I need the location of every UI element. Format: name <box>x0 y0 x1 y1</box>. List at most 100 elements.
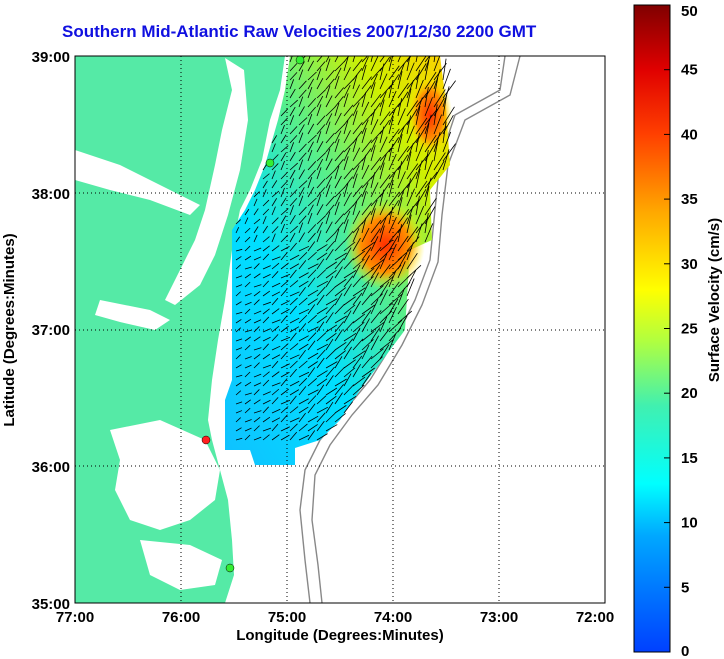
velocity-arrow <box>343 296 356 306</box>
velocity-arrow <box>316 104 322 117</box>
velocity-arrow <box>262 189 267 198</box>
velocity-arrow <box>307 263 319 270</box>
velocity-arrow <box>271 143 276 153</box>
velocity-arrow <box>397 154 409 171</box>
velocity-arrow <box>307 389 319 396</box>
velocity-arrow <box>253 353 261 360</box>
velocity-arrow <box>298 132 304 144</box>
velocity-arrow <box>424 97 433 117</box>
velocity-arrow <box>289 332 297 342</box>
velocity-arrow <box>325 241 335 252</box>
velocity-arrow <box>415 180 428 198</box>
map-title: Southern Mid-Atlantic Raw Velocities 200… <box>62 22 537 41</box>
velocity-arrow <box>316 252 328 261</box>
velocity-arrow <box>415 205 425 225</box>
velocity-arrow <box>316 158 324 171</box>
velocity-arrow <box>298 206 307 216</box>
velocity-arrow <box>244 371 251 378</box>
velocity-arrow <box>388 171 396 189</box>
velocity-arrow <box>343 183 349 198</box>
velocity-arrow <box>280 273 291 279</box>
velocity-arrow <box>415 105 421 126</box>
velocity-arrow <box>289 151 296 162</box>
velocity-arrow <box>424 60 430 81</box>
velocity-arrow <box>325 412 336 423</box>
velocity-arrow <box>271 360 279 369</box>
velocity-arrow <box>352 67 363 81</box>
velocity-arrow <box>316 280 329 288</box>
velocity-arrow <box>307 176 313 189</box>
velocity-arrow <box>343 346 352 360</box>
velocity-arrow <box>361 241 375 252</box>
velocity-arrow <box>307 232 316 243</box>
velocity-arrow <box>397 274 412 288</box>
velocity-arrow <box>361 148 372 162</box>
velocity-arrow <box>370 321 385 333</box>
velocity-arrow <box>307 415 319 423</box>
velocity-arrow <box>244 266 252 270</box>
velocity-arrow <box>397 171 406 189</box>
velocity-arrow <box>397 71 403 90</box>
velocity-arrow <box>289 135 298 144</box>
velocity-arrow <box>298 245 310 252</box>
velocity-arrow <box>388 200 399 216</box>
velocity-arrow <box>307 197 317 207</box>
velocity-arrow <box>307 241 316 252</box>
velocity-arrow <box>262 371 270 378</box>
velocity-arrow <box>424 160 434 180</box>
velocity-arrow <box>406 125 415 144</box>
velocity-arrow <box>379 344 390 360</box>
velocity-arrow <box>262 328 271 333</box>
velocity-arrow <box>334 221 344 234</box>
velocity-arrow <box>370 56 379 72</box>
velocity-arrow <box>289 380 300 387</box>
velocity-arrow <box>289 189 298 198</box>
velocity-arrow <box>379 302 393 315</box>
velocity-arrow <box>415 132 420 153</box>
velocity-arrow <box>406 151 412 171</box>
velocity-arrow <box>325 85 331 99</box>
velocity-arrow <box>289 395 297 405</box>
velocity-arrow <box>235 374 243 378</box>
velocity-arrow <box>325 366 335 378</box>
velocity-arrow <box>253 218 261 225</box>
velocity-arrow <box>289 423 298 432</box>
velocity-arrow <box>379 253 388 270</box>
velocity-arrow <box>253 208 259 216</box>
velocity-arrow <box>235 338 243 342</box>
velocity-arrow <box>298 343 309 351</box>
velocity-arrow <box>235 382 242 387</box>
velocity-arrow <box>325 69 335 81</box>
x-tick-label: 75:00 <box>268 609 306 626</box>
velocity-arrow <box>343 275 354 288</box>
velocity-arrow <box>298 215 307 225</box>
velocity-arrow <box>442 58 447 81</box>
velocity-arrow <box>280 134 287 144</box>
velocity-arrow <box>289 254 300 261</box>
velocity-arrow <box>442 106 455 126</box>
velocity-arrow <box>307 251 317 261</box>
velocity-arrow <box>289 72 298 81</box>
velocity-arrow <box>442 94 448 117</box>
velocity-arrow <box>271 233 276 243</box>
velocity-arrow <box>352 56 356 63</box>
velocity-arrow <box>406 163 419 180</box>
velocity-arrow <box>442 131 452 153</box>
velocity-arrow <box>361 127 367 144</box>
velocity-arrow <box>433 56 441 72</box>
velocity-arrow <box>289 317 300 324</box>
velocity-arrow <box>271 334 279 342</box>
velocity-arrow <box>334 228 340 243</box>
velocity-arrow <box>352 185 363 198</box>
velocity-arrow <box>316 89 327 99</box>
velocity-arrow <box>325 361 338 369</box>
grid-lines <box>75 56 605 603</box>
velocity-arrow <box>307 224 317 234</box>
velocity-arrow <box>388 65 400 81</box>
velocity-arrow <box>316 332 327 342</box>
velocity-arrow <box>361 331 375 342</box>
velocity-arrow <box>298 69 304 81</box>
velocity-arrow <box>379 189 385 207</box>
velocity-arrow <box>442 121 447 144</box>
velocity-arrow <box>361 227 370 243</box>
